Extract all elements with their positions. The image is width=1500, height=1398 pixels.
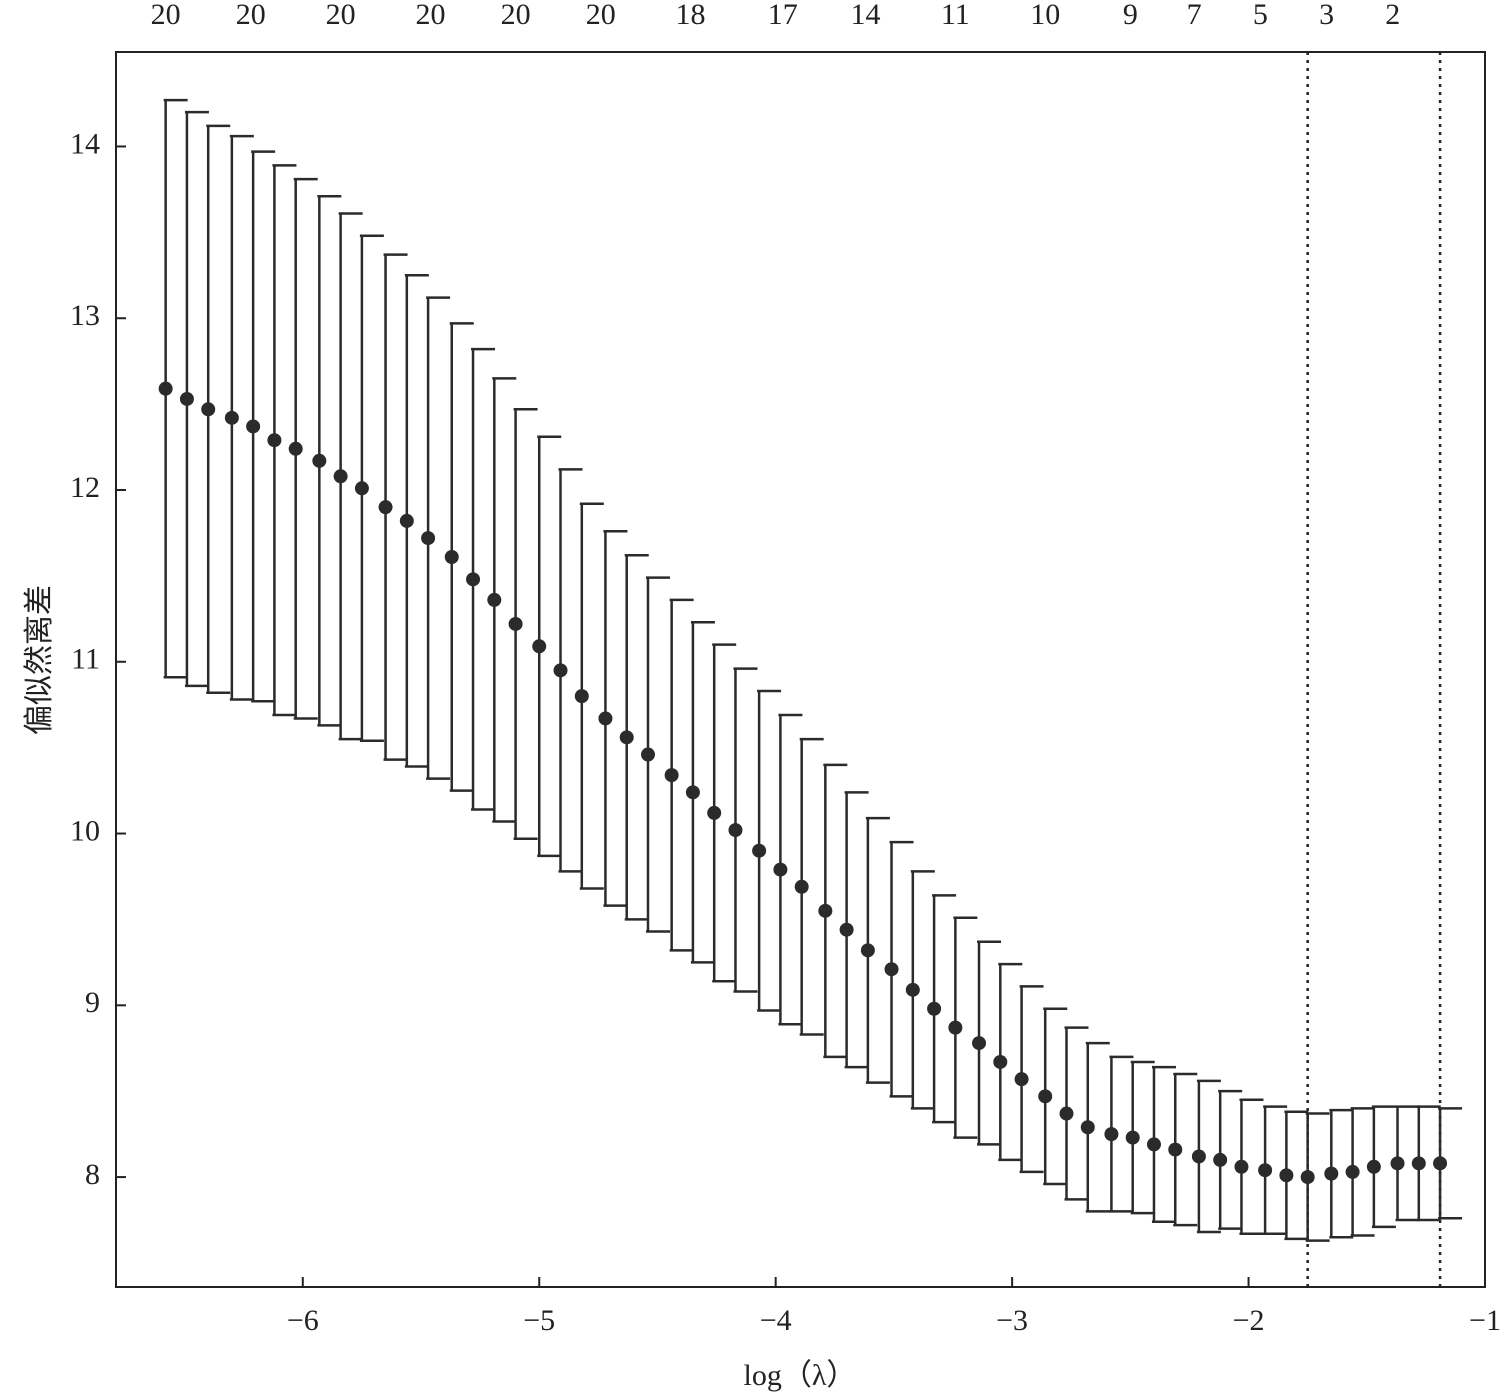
y-tick-label: 13 [70, 299, 100, 332]
point [179, 391, 194, 406]
point [312, 453, 327, 468]
point [1300, 1170, 1315, 1185]
top-tick-label: 9 [1123, 0, 1138, 31]
point [1168, 1142, 1183, 1157]
point [487, 592, 502, 607]
point [508, 616, 523, 631]
y-tick-label: 8 [85, 1158, 100, 1191]
point [553, 663, 568, 678]
point [267, 433, 282, 448]
top-tick-label: 2 [1385, 0, 1400, 31]
y-tick-label: 9 [85, 986, 100, 1019]
point [707, 805, 722, 820]
y-axis-label: 偏似然离差 [23, 585, 56, 735]
point [728, 823, 743, 838]
point [905, 982, 920, 997]
top-tick-label: 20 [586, 0, 616, 31]
point [246, 419, 261, 434]
point [466, 572, 481, 587]
top-tick-label: 20 [236, 0, 266, 31]
point [1213, 1152, 1228, 1167]
point [972, 1036, 987, 1051]
point [1258, 1163, 1273, 1178]
point [444, 549, 459, 564]
top-tick-label: 17 [768, 0, 798, 31]
point [794, 879, 809, 894]
point [1279, 1168, 1294, 1183]
point [532, 639, 547, 654]
point [1345, 1164, 1360, 1179]
top-tick-label: 18 [676, 0, 706, 31]
point [421, 531, 436, 546]
point [884, 962, 899, 977]
point [1411, 1156, 1426, 1171]
point [927, 1001, 942, 1016]
x-tick-label: −4 [760, 1304, 792, 1337]
top-tick-label: 11 [941, 0, 970, 31]
point [619, 730, 634, 745]
point [1324, 1166, 1339, 1181]
y-tick-label: 11 [71, 643, 100, 676]
top-tick-label: 14 [851, 0, 881, 31]
y-tick-label: 12 [70, 471, 100, 504]
point [288, 441, 303, 456]
y-tick-label: 14 [70, 127, 100, 160]
y-tick-label: 10 [70, 814, 100, 847]
point [948, 1020, 963, 1035]
top-tick-label: 20 [151, 0, 181, 31]
point [1234, 1159, 1249, 1174]
point [685, 785, 700, 800]
point [1390, 1156, 1405, 1171]
point [1433, 1156, 1448, 1171]
point [598, 711, 613, 726]
point [640, 747, 655, 762]
point [860, 943, 875, 958]
point [752, 843, 767, 858]
top-tick-label: 20 [415, 0, 445, 31]
point [993, 1054, 1008, 1069]
point [1104, 1127, 1119, 1142]
top-tick-label: 20 [501, 0, 531, 31]
point [201, 402, 216, 417]
point [1125, 1130, 1140, 1145]
point [664, 768, 679, 783]
plot-frame [115, 51, 1486, 1288]
point [224, 410, 239, 425]
x-tick-label: −3 [996, 1304, 1028, 1337]
top-tick-label: 7 [1187, 0, 1202, 31]
top-tick-label: 3 [1319, 0, 1334, 31]
point [1014, 1072, 1029, 1087]
point [399, 513, 414, 528]
point [1059, 1106, 1074, 1121]
top-tick-label: 10 [1030, 0, 1060, 31]
point [158, 381, 173, 396]
x-tick-label: −5 [523, 1304, 555, 1337]
point [1146, 1137, 1161, 1152]
point [574, 689, 589, 704]
point [1038, 1089, 1053, 1104]
point [839, 922, 854, 937]
top-tick-label: 5 [1253, 0, 1268, 31]
point [378, 500, 393, 515]
x-tick-label: −2 [1233, 1304, 1265, 1337]
top-tick-label: 20 [326, 0, 356, 31]
point [1191, 1149, 1206, 1164]
x-tick-label: −1 [1469, 1304, 1500, 1337]
point [1366, 1159, 1381, 1174]
point [354, 481, 369, 496]
point [333, 469, 348, 484]
x-tick-label: −6 [287, 1304, 319, 1337]
x-axis-label: log（λ） [744, 1359, 857, 1392]
point [1080, 1120, 1095, 1135]
point [818, 903, 833, 918]
point [773, 862, 788, 877]
